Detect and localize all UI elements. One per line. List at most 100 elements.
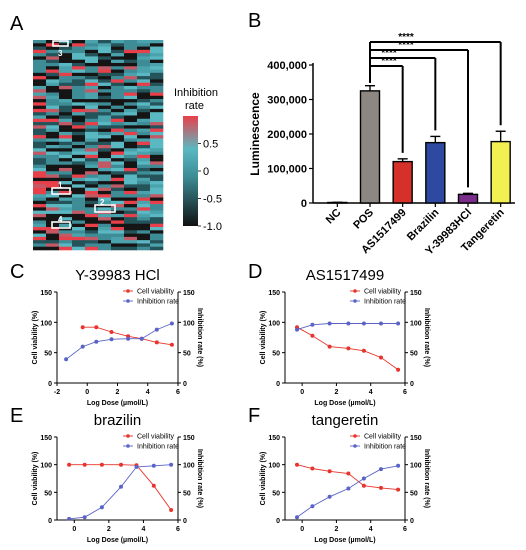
series-point <box>379 467 383 472</box>
heatmap-cell <box>137 154 151 159</box>
x-axis-label: Log Dose (µmol/L) <box>87 400 148 407</box>
legend-label: Cell viability <box>137 289 174 296</box>
heatmap-cell <box>111 76 125 80</box>
right-y-axis-label: Inhibition rate (%) <box>423 449 430 508</box>
right-y-tick-label: 50 <box>410 490 418 497</box>
heatmap-cell <box>111 243 125 248</box>
heatmap-cell <box>98 85 112 90</box>
series-point <box>109 337 114 342</box>
highlight-label: 4 <box>58 215 63 224</box>
heatmap-cell <box>33 122 47 126</box>
heatmap-cell <box>137 233 151 238</box>
heatmap-cell <box>59 213 73 218</box>
x-tick-label: 0 <box>72 526 76 533</box>
heatmap-cell <box>98 76 112 80</box>
y-tick-label: 400,000 <box>267 60 307 72</box>
right-y-tick-label: 0 <box>183 381 187 388</box>
heatmap-cell <box>46 89 60 93</box>
heatmap-cell <box>98 108 112 113</box>
heatmap-cell <box>150 217 164 221</box>
line-chart-panel-f: tangeretin 0 0 50 50 100 100 150 150 0 2 4 6 Log Dose… <box>260 412 430 544</box>
heatmap-cell <box>33 148 47 152</box>
heatmap-cell <box>98 115 112 120</box>
heatmap-cell <box>85 240 99 244</box>
series-point <box>396 487 401 492</box>
heatmap-cell <box>111 161 125 165</box>
heatmap-cell <box>150 161 164 165</box>
heatmap-cell <box>137 145 151 149</box>
heatmap-cell <box>150 246 164 251</box>
legend-label: Inhibition rate <box>137 299 179 306</box>
left-y-tick-label: 50 <box>44 351 52 358</box>
heatmap-cell <box>98 177 112 182</box>
heatmap-cell <box>33 171 47 175</box>
heatmap-cell <box>111 112 125 116</box>
significance-label: **** <box>381 48 397 59</box>
series-point <box>346 346 351 351</box>
heatmap-cell <box>150 220 164 225</box>
heatmap-cell <box>72 200 86 205</box>
heatmap-cell <box>98 171 112 175</box>
heatmap-cell <box>33 108 47 113</box>
heatmap-panel-a <box>33 40 164 251</box>
heatmap-cell <box>85 138 99 143</box>
heatmap-cell <box>46 227 60 231</box>
significance-label: **** <box>398 40 414 51</box>
heatmap-cell <box>59 194 73 198</box>
heatmap-cell <box>124 154 138 159</box>
heatmap-cell <box>111 181 125 185</box>
heatmap-cell <box>72 53 86 57</box>
left-y-tick-label: 50 <box>272 490 280 497</box>
heatmap-cell <box>150 158 164 162</box>
heatmap-cell <box>72 131 86 136</box>
heatmap-cell <box>150 89 164 93</box>
series-point <box>396 463 401 468</box>
heatmap-cell <box>72 82 86 87</box>
heatmap-cell <box>59 200 73 205</box>
heatmap-cell <box>59 233 73 238</box>
heatmap-cell <box>98 118 112 123</box>
left-y-tick-label: 100 <box>40 320 52 327</box>
heatmap-cell <box>85 49 99 54</box>
heatmap-cell <box>46 217 60 221</box>
colorbar-tick-label: -0.5 <box>203 194 222 206</box>
heatmap-cell <box>111 72 125 77</box>
heatmap-cell <box>137 105 151 110</box>
heatmap-cell <box>137 95 151 100</box>
heatmap-cell <box>85 69 99 74</box>
left-y-tick-label: 50 <box>272 351 280 358</box>
series-point <box>154 340 159 345</box>
right-y-tick-label: 150 <box>410 435 422 442</box>
heatmap-cell <box>85 95 99 100</box>
right-y-axis-label: Inhibition rate (%) <box>423 308 430 367</box>
heatmap-cell <box>59 154 73 159</box>
x-tick-label: 0 <box>300 526 304 533</box>
series-point <box>67 462 72 467</box>
heatmap-cell <box>150 62 164 67</box>
heatmap-cell <box>137 135 151 139</box>
heatmap-cell <box>85 197 99 202</box>
heatmap-cell <box>85 184 99 188</box>
heatmap-cell <box>85 99 99 103</box>
heatmap-cell <box>59 62 73 67</box>
heatmap-cell <box>59 56 73 60</box>
heatmap-cell <box>59 69 73 74</box>
heatmap-cell <box>85 118 99 123</box>
heatmap-cell <box>72 40 86 44</box>
heatmap-cell <box>46 62 60 67</box>
heatmap-cell <box>72 76 86 80</box>
heatmap-cell <box>46 115 60 120</box>
heatmap-cell <box>150 79 164 83</box>
heatmap-cell <box>72 151 86 156</box>
heatmap-cell <box>33 138 47 143</box>
heatmap-cell <box>85 233 99 238</box>
series-point <box>295 327 299 332</box>
heatmap-cell <box>137 59 151 64</box>
heatmap-cell <box>124 181 138 185</box>
panel-letter-f: F <box>248 405 260 427</box>
line-chart-panel-e: brazilin 0 0 50 50 100 100 150 150 0 2 4 6 Log Dose (… <box>32 412 203 544</box>
heatmap-cell <box>137 53 151 57</box>
heatmap-cell <box>124 66 138 70</box>
heatmap-cell <box>98 99 112 103</box>
heatmap-cell <box>72 118 86 123</box>
